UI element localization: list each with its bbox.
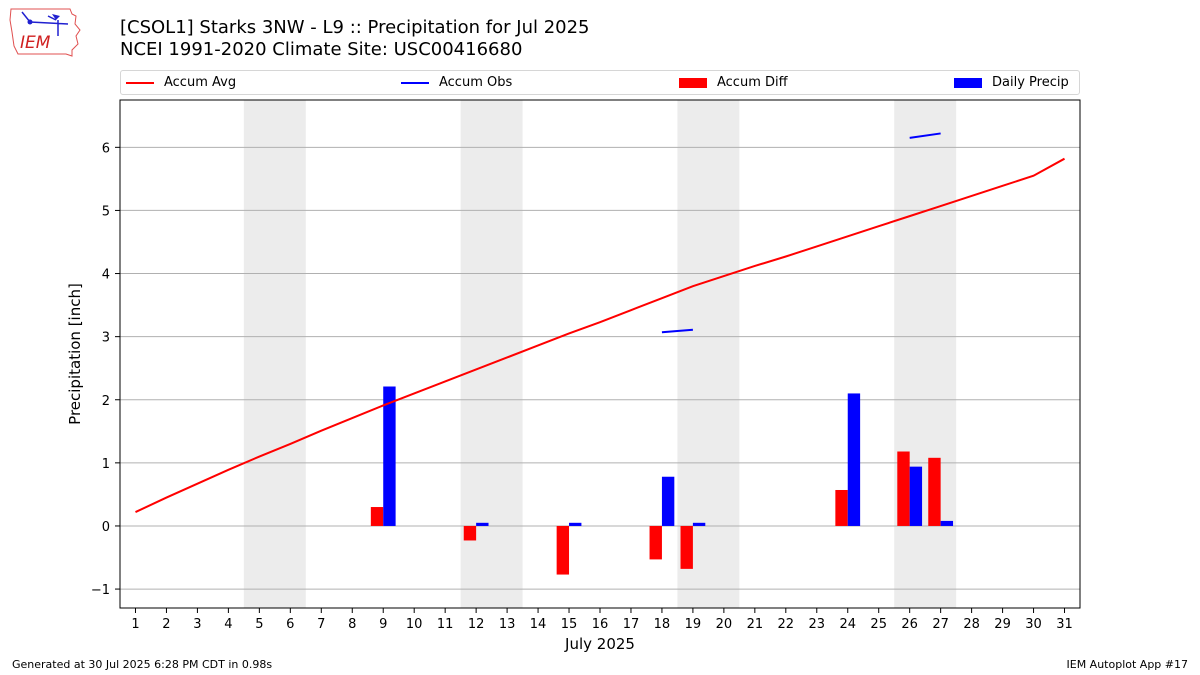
y-ticks: −1 0 1 2 3 4 5 6 xyxy=(91,141,120,598)
bar-daily-precip-day-18 xyxy=(661,476,675,526)
weekend-band-3 xyxy=(894,100,957,608)
bar-daily-precip-day-24 xyxy=(847,393,861,526)
bar-daily-precip-day-12 xyxy=(476,522,489,526)
logo-text: IEM xyxy=(20,33,51,53)
x-tick-label-5: 5 xyxy=(255,617,263,632)
x-tick-label-21: 21 xyxy=(747,617,764,632)
bar-accum-diff-day-24 xyxy=(835,489,848,526)
iem-logo: IEM xyxy=(9,8,81,57)
y-tick-label-3: 3 xyxy=(102,331,110,346)
y-tick-label-5: 5 xyxy=(102,204,110,219)
x-tick-label-22: 22 xyxy=(778,617,795,632)
weekend-bands xyxy=(243,100,957,608)
x-tick-label-23: 23 xyxy=(809,617,826,632)
x-tick-label-11: 11 xyxy=(437,617,454,632)
gridlines xyxy=(120,146,1080,590)
legend-item-accum-diff: Accum Diff xyxy=(679,71,788,94)
chart-title: [CSOL1] Starks 3NW - L9 :: Precipitation… xyxy=(120,17,590,38)
legend-label-daily-precip: Daily Precip xyxy=(992,75,1069,90)
lines xyxy=(135,132,1065,513)
x-tick-label-14: 14 xyxy=(530,617,547,632)
bar-accum-diff-day-15 xyxy=(556,525,570,575)
y-axis-label: Precipitation [inch] xyxy=(66,283,84,425)
y-tick-label-1: 1 xyxy=(102,457,110,472)
iowa-outline xyxy=(9,8,81,57)
x-tick-label-13: 13 xyxy=(499,617,516,632)
legend-item-accum-avg: Accum Avg xyxy=(126,71,236,94)
y-tick-label-4: 4 xyxy=(102,268,110,283)
plot-frame xyxy=(119,99,1081,609)
legend-label-accum-obs: Accum Obs xyxy=(439,75,513,90)
bar-accum-diff-day-9 xyxy=(370,507,384,526)
x-tick-label-17: 17 xyxy=(623,617,640,632)
x-axis-label: July 2025 xyxy=(564,635,635,653)
weekend-band-0 xyxy=(243,100,306,608)
x-tick-label-2: 2 xyxy=(162,617,170,632)
footer-generated: Generated at 30 Jul 2025 6:28 PM CDT in … xyxy=(12,658,273,671)
legend-item-daily-precip: Daily Precip xyxy=(954,71,1069,94)
x-tick-label-30: 30 xyxy=(1025,617,1042,632)
weekend-band-1 xyxy=(460,100,523,608)
y-tick-label-2: 2 xyxy=(102,394,110,409)
x-tick-label-10: 10 xyxy=(406,617,423,632)
y-tick-label-6: 6 xyxy=(102,141,110,156)
x-tick-label-9: 9 xyxy=(379,617,387,632)
x-tick-label-4: 4 xyxy=(224,617,232,632)
x-tick-label-1: 1 xyxy=(131,617,139,632)
x-tick-label-26: 26 xyxy=(901,617,918,632)
bar-daily-precip-day-26 xyxy=(909,466,923,526)
x-tick-label-28: 28 xyxy=(963,617,980,632)
line-accum-obs-segment-1 xyxy=(909,132,941,139)
chart-subtitle: NCEI 1991-2020 Climate Site: USC00416680 xyxy=(120,39,523,60)
x-tick-label-7: 7 xyxy=(317,617,325,632)
legend: Accum Avg Accum Obs Accum Diff Daily Pre… xyxy=(120,70,1080,95)
legend-swatch-accum-avg xyxy=(126,81,154,84)
x-tick-label-29: 29 xyxy=(994,617,1011,632)
line-accum-avg xyxy=(135,157,1065,513)
x-tick-label-3: 3 xyxy=(193,617,201,632)
x-tick-label-18: 18 xyxy=(654,617,671,632)
y-tick-label-0: 0 xyxy=(102,520,110,535)
x-tick-label-27: 27 xyxy=(932,617,949,632)
x-tick-label-8: 8 xyxy=(348,617,356,632)
bar-accum-diff-day-12 xyxy=(463,525,477,541)
x-tick-label-25: 25 xyxy=(870,617,887,632)
bar-daily-precip-day-27 xyxy=(940,520,954,526)
legend-swatch-accum-diff xyxy=(679,77,707,88)
bar-daily-precip-day-15 xyxy=(569,522,582,526)
legend-label-accum-diff: Accum Diff xyxy=(717,75,788,90)
x-tick-label-24: 24 xyxy=(839,617,856,632)
bar-accum-diff-day-19 xyxy=(680,525,693,569)
x-tick-label-6: 6 xyxy=(286,617,294,632)
bars xyxy=(370,386,954,575)
weekend-band-2 xyxy=(677,100,740,608)
legend-item-accum-obs: Accum Obs xyxy=(401,71,512,94)
y-tick-label--1: −1 xyxy=(91,583,110,598)
footer-app: IEM Autoplot App #17 xyxy=(1066,658,1189,671)
x-tick-label-16: 16 xyxy=(592,617,609,632)
legend-swatch-daily-precip xyxy=(954,77,982,88)
legend-swatch-accum-obs xyxy=(401,81,429,84)
bar-accum-diff-day-27 xyxy=(928,457,941,526)
bar-accum-diff-day-18 xyxy=(649,525,662,560)
x-tick-label-15: 15 xyxy=(561,617,578,632)
bar-daily-precip-day-19 xyxy=(692,522,706,526)
bar-accum-diff-day-26 xyxy=(897,451,910,526)
x-ticks: 1 2 3 4 5 6 7 8 9 10 11 12 13 14 15 16 17 18 19 20 21 22 23 24 2… xyxy=(131,608,1073,632)
x-tick-label-19: 19 xyxy=(685,617,702,632)
legend-label-accum-avg: Accum Avg xyxy=(164,75,237,90)
x-tick-label-31: 31 xyxy=(1056,617,1073,632)
weather-station-icon xyxy=(21,11,69,36)
x-tick-label-12: 12 xyxy=(468,617,485,632)
line-accum-obs-segment-0 xyxy=(661,328,693,334)
x-tick-label-20: 20 xyxy=(716,617,733,632)
bar-daily-precip-day-9 xyxy=(383,386,396,526)
